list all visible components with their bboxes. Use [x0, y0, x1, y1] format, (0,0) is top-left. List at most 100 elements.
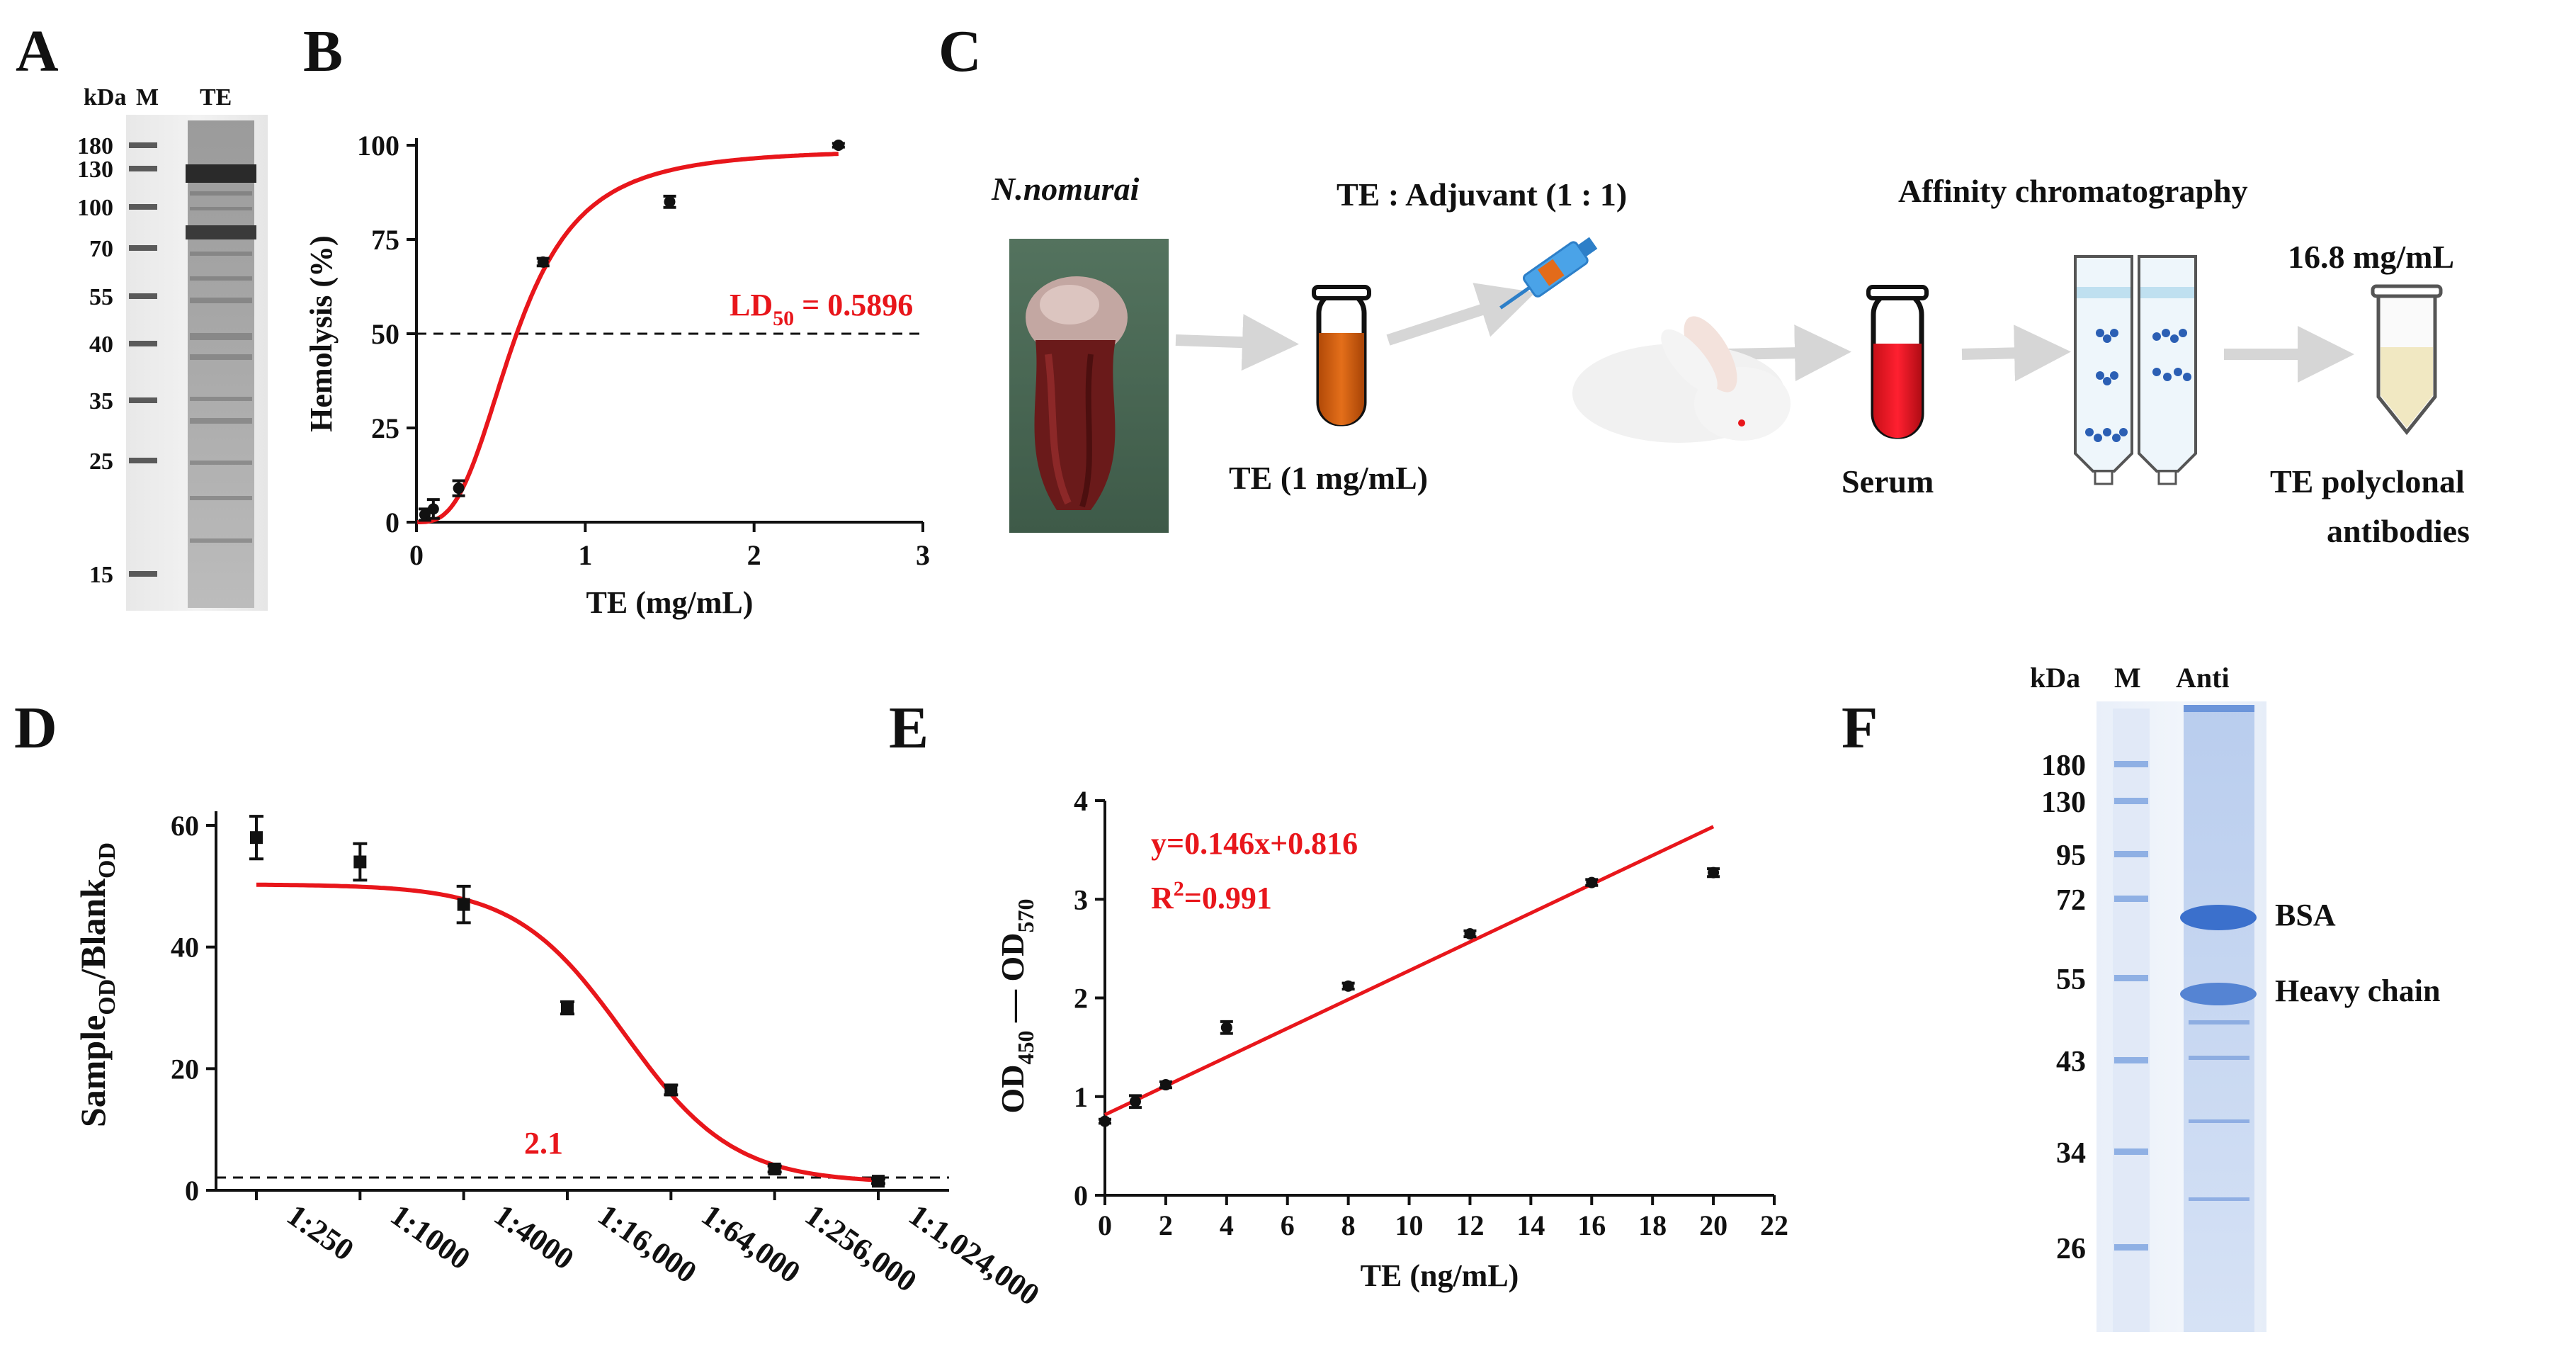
d-threshold-annotation: 2.1: [524, 1126, 563, 1161]
a-marker-55: 55: [89, 284, 113, 310]
panel-c: C N.nomurai TE (1 mg/mL) TE : Adjuvant: [938, 18, 2470, 549]
product-tube-icon: [2371, 284, 2443, 436]
a-ladder-band-100: [129, 204, 157, 210]
b-data-point: [427, 503, 439, 515]
f-ladder-band-55: [2114, 975, 2148, 981]
d-data-point: [353, 855, 367, 869]
f-lane-label-m: M: [2114, 662, 2141, 694]
d-x-tick-label: 1:1000: [385, 1197, 477, 1277]
serum-tube-icon: [1866, 285, 1929, 439]
chart-b: 0 1 2 3 0 25 50 75 100 TE (mg/mL) Hemolysis (%): [304, 130, 930, 620]
f-ladder-band-43: [2114, 1057, 2148, 1063]
d-data-point: [768, 1162, 781, 1175]
rabbit-icon: [1572, 316, 1791, 443]
bsa-band: [2180, 905, 2257, 930]
anti-lane: [2184, 705, 2254, 1332]
e-data-point: [1464, 927, 1476, 939]
d-y-tick-label: 20: [171, 1053, 199, 1085]
b-y-tick-label: 100: [357, 130, 399, 162]
d-y-tick-label: 40: [171, 932, 199, 964]
b-x-axis-label: TE (mg/mL): [586, 585, 754, 620]
te-lane: [188, 120, 254, 608]
flow-arrows: [1175, 283, 2354, 383]
e-r-squared: R2=0.991: [1151, 877, 1272, 915]
e-y-tick-label: 0: [1074, 1180, 1088, 1212]
d-x-tick-label: 1:4000: [488, 1197, 580, 1277]
heavy-chain-label: Heavy chain: [2275, 973, 2440, 1008]
e-x-tick-label: 2: [1159, 1209, 1173, 1241]
e-data-point: [1159, 1079, 1171, 1091]
concentration-label: 16.8 mg/mL: [2288, 239, 2454, 275]
b-y-tick-label: 25: [371, 412, 399, 444]
e-x-tick-label: 0: [1098, 1209, 1112, 1241]
b-fit-curve: [417, 152, 839, 524]
panel-label-e: E: [889, 695, 929, 761]
e-data-point: [1342, 980, 1354, 992]
chart-d: 0 20 40 60 1:250 1:1000 1:4000 1:16,0001:64,000…: [171, 810, 1046, 1312]
e-x-tick-label: 14: [1516, 1209, 1545, 1241]
anti-minor-bands: [2189, 1020, 2249, 1201]
jellyfish-photo: [1009, 239, 1169, 533]
e-x-tick-label: 20: [1699, 1209, 1727, 1241]
f-marker-lane: [2113, 709, 2150, 1332]
f-ladder-band-34: [2114, 1148, 2148, 1155]
affinity-columns-icon: [2074, 255, 2197, 485]
e-y-tick-label: 3: [1074, 884, 1088, 915]
f-kda-label: kDa: [2030, 662, 2080, 694]
e-x-axis-label: TE (ng/mL): [1361, 1258, 1519, 1293]
e-y-axis-label: OD450 — OD570: [994, 899, 1038, 1114]
e-data-point: [1586, 876, 1598, 888]
a-marker-35: 35: [89, 388, 113, 414]
e-x-tick-label: 6: [1281, 1209, 1295, 1241]
a-marker-100: 100: [77, 195, 113, 221]
lane-label-m: M: [136, 84, 159, 111]
e-equation: y=0.146x+0.816: [1151, 826, 1358, 861]
a-marker-70: 70: [89, 236, 113, 262]
a-marker-180: 180: [77, 133, 113, 159]
b-data-point: [664, 196, 676, 208]
b-x-tick-label: 2: [747, 539, 761, 571]
f-marker-72: 72: [2056, 884, 2086, 917]
f-marker-55: 55: [2056, 964, 2086, 996]
te-band-70: [186, 225, 256, 239]
d-x-tick-label: 1:1,024,000: [902, 1197, 1045, 1312]
b-data-point: [537, 256, 549, 268]
d-x-tick-label: 1:256,000: [799, 1197, 923, 1299]
f-marker-180: 180: [2041, 750, 2086, 782]
affinity-label: Affinity chromatography: [1898, 173, 2248, 209]
e-x-tick-label: 22: [1760, 1209, 1788, 1241]
e-y-tick-label: 2: [1074, 983, 1088, 1015]
panel-e: E OD450 — OD570 0 2 4 6 8 10 12 14 16 18 20 2201234…: [889, 695, 1788, 1293]
d-data-point: [250, 831, 263, 845]
f-marker-labels: 180 130 95 72 55 43 34 26: [2041, 750, 2148, 1265]
ld50-annotation: LD50 = 0.5896: [730, 288, 913, 330]
d-y-axis-label: SampleOD/BlankOD: [73, 842, 120, 1127]
e-data-point: [1220, 1022, 1232, 1034]
e-x-tick-label: 8: [1341, 1209, 1356, 1241]
f-marker-130: 130: [2041, 786, 2086, 819]
anti-lane-well: [2184, 705, 2254, 712]
panel-label-d: D: [14, 695, 57, 761]
f-lane-label-anti: Anti: [2176, 662, 2230, 694]
a-ladder-band-25: [129, 458, 157, 463]
a-marker-25: 25: [89, 448, 113, 475]
panel-label-a: A: [16, 18, 59, 84]
f-marker-43: 43: [2056, 1046, 2086, 1078]
d-data-point: [457, 898, 470, 911]
d-data-point: [872, 1175, 885, 1188]
b-data-point: [832, 140, 844, 151]
a-ladder-band-180: [129, 142, 157, 148]
panel-label-f: F: [1842, 695, 1878, 761]
a-ladder-band-15: [129, 571, 157, 577]
syringe-icon: [1499, 237, 1598, 310]
b-y-tick-label: 0: [385, 507, 399, 538]
kda-label: kDa: [84, 84, 126, 111]
e-y-tick-label: 1: [1074, 1081, 1088, 1113]
panel-d: D SampleOD/BlankOD 0 20 40 60 1:250 1:1000 1:4…: [14, 695, 1046, 1312]
mix-label: TE : Adjuvant (1 : 1): [1337, 176, 1627, 213]
a-ladder-band-40: [129, 341, 157, 346]
e-x-tick-label: 10: [1395, 1209, 1424, 1241]
b-data-point: [453, 482, 465, 495]
